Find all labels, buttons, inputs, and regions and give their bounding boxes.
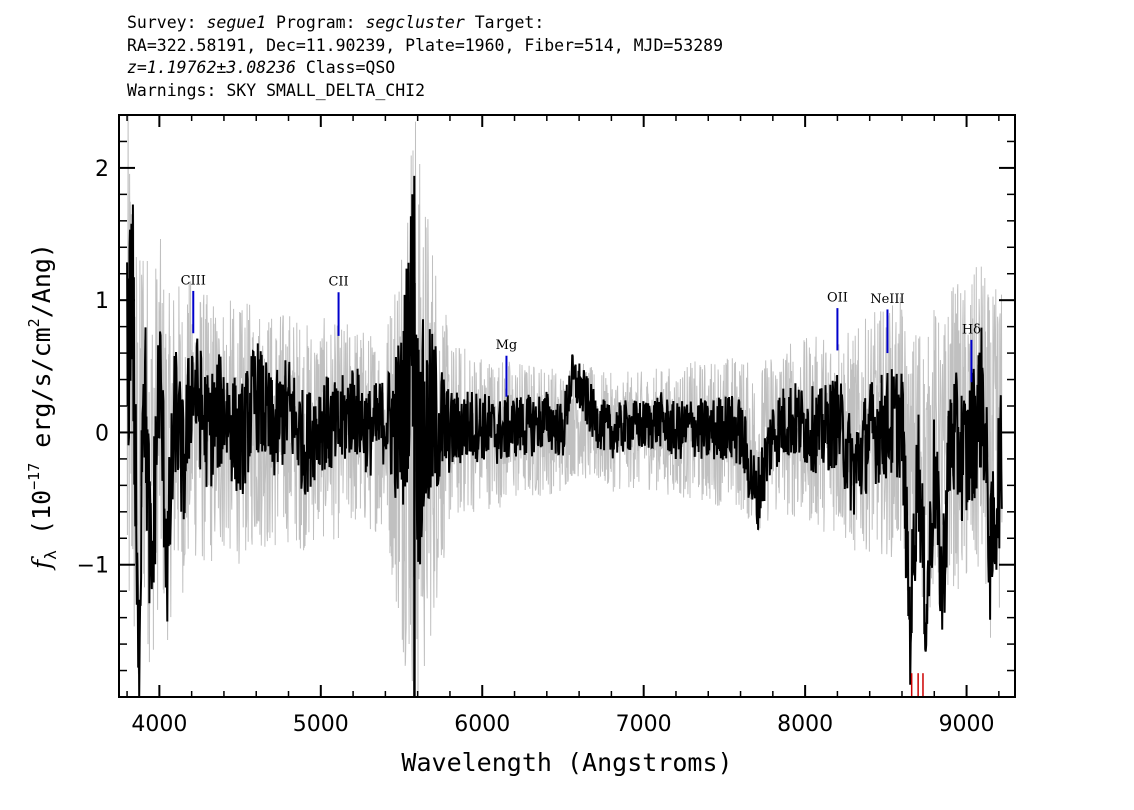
y-axis-title: fλ (10−17 erg/s/cm2/Ang) bbox=[25, 243, 60, 571]
y-tick-label: 2 bbox=[95, 157, 109, 182]
redshift-value: z=1.19762±3.08236 bbox=[127, 58, 296, 77]
emission-line-label: Hδ bbox=[962, 322, 981, 337]
sky-markers-layer bbox=[910, 673, 924, 697]
flux-series-line bbox=[126, 175, 1003, 698]
x-tick-label: 5000 bbox=[293, 712, 349, 737]
x-tick-label: 9000 bbox=[939, 712, 995, 737]
x-tick-label: 8000 bbox=[777, 712, 833, 737]
header-line-redshift: z=1.19762±3.08236 Class=QSO bbox=[127, 57, 723, 80]
emission-line-label: NeIII bbox=[870, 292, 904, 307]
class-value: Class=QSO bbox=[295, 58, 396, 77]
emission-lines-layer: CIII CII Mg OII NeIII Hδ bbox=[181, 273, 981, 397]
flux-series-layer bbox=[126, 175, 1003, 698]
x-axis-title: Wavelength (Angstroms) bbox=[401, 748, 732, 777]
y-tick-label: 0 bbox=[95, 421, 109, 446]
program-name: segcluster bbox=[365, 13, 465, 32]
y-tick-label: 1 bbox=[95, 289, 109, 314]
header-line-warnings: Warnings: SKY SMALL_DELTA_CHI2 bbox=[127, 80, 426, 100]
header-line-survey: Survey: segue1 Program: segcluster Targe… bbox=[127, 13, 545, 32]
header-line-coordinates: RA=322.58191, Dec=11.90239, Plate=1960, … bbox=[127, 35, 724, 55]
emission-line-label: CII bbox=[328, 275, 348, 290]
survey-name: segue1 bbox=[206, 13, 267, 32]
axis-ticks-layer: 4000 5000 6000 7000 8000 9000 −1 0 1 2 bbox=[77, 114, 1015, 737]
emission-line-label: Mg bbox=[496, 338, 518, 353]
emission-line-label: CIII bbox=[181, 273, 206, 288]
emission-line-label: OII bbox=[827, 291, 848, 306]
x-tick-label: 6000 bbox=[454, 712, 510, 737]
y-tick-label: −1 bbox=[77, 554, 109, 579]
x-tick-label: 4000 bbox=[131, 712, 187, 737]
x-tick-label: 7000 bbox=[616, 712, 672, 737]
spectrum-header: Survey: segue1 Program: segcluster Targe… bbox=[127, 12, 723, 102]
